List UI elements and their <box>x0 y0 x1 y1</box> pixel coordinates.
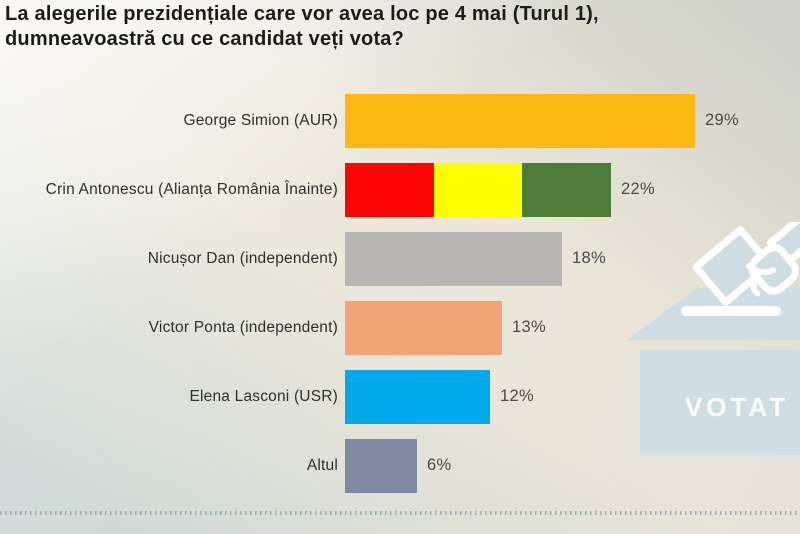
value-label: 18% <box>572 249 606 267</box>
bar-segment <box>345 162 434 217</box>
chart-row: Nicușor Dan (independent) 18% <box>0 224 800 293</box>
bar <box>345 162 611 217</box>
ballot-slot <box>681 306 781 316</box>
candidate-label: Victor Ponta (independent) <box>148 318 338 336</box>
bar-segment <box>433 162 523 217</box>
chart-row: George Simion (AUR) 29% <box>0 86 800 155</box>
value-label: 6% <box>427 456 452 474</box>
chart-row: Victor Ponta (independent) 13% <box>0 293 800 362</box>
bar-segment <box>345 438 417 493</box>
bar-segment <box>522 162 611 217</box>
value-label: 12% <box>500 387 534 405</box>
value-label: 13% <box>512 318 546 336</box>
page-title: La alegerile prezidențiale care vor avea… <box>5 2 705 52</box>
value-label: 29% <box>705 111 739 129</box>
title-line-1: La alegerile prezidențiale care vor avea… <box>5 3 599 25</box>
chart-row: Crin Antonescu (Alianța România Înainte)… <box>0 155 800 224</box>
candidate-label: Crin Antonescu (Alianța România Înainte) <box>45 180 338 198</box>
bar-segment <box>345 300 502 355</box>
ballot-box-illustration: VOTAT <box>627 222 800 455</box>
bar <box>345 231 562 286</box>
chart-row: Elena Lasconi (USR) 12% <box>0 362 800 431</box>
bar <box>345 438 417 493</box>
ballot-box-body <box>640 350 800 455</box>
chart-row: Altul 6% <box>0 431 800 500</box>
bar-segment <box>345 231 562 286</box>
bar <box>345 369 490 424</box>
candidate-label: George Simion (AUR) <box>183 111 338 129</box>
candidate-label: Elena Lasconi (USR) <box>189 387 338 405</box>
candidate-label: Altul <box>306 456 338 474</box>
value-label: 22% <box>621 180 655 198</box>
candidate-label: Nicușor Dan (independent) <box>147 249 338 267</box>
bar <box>345 300 502 355</box>
finger-grip-line <box>746 263 776 276</box>
bar-chart: George Simion (AUR) 29% Crin Antonescu (… <box>0 86 800 500</box>
bar-segment <box>345 93 695 148</box>
ballot-paper-icon <box>692 226 774 306</box>
votat-label: VOTAT <box>685 392 789 422</box>
title-line-2: dumneavoastră cu ce candidat veți vota? <box>5 28 405 50</box>
dotted-divider <box>0 511 800 515</box>
bar-segment <box>345 369 490 424</box>
bar <box>345 93 695 148</box>
